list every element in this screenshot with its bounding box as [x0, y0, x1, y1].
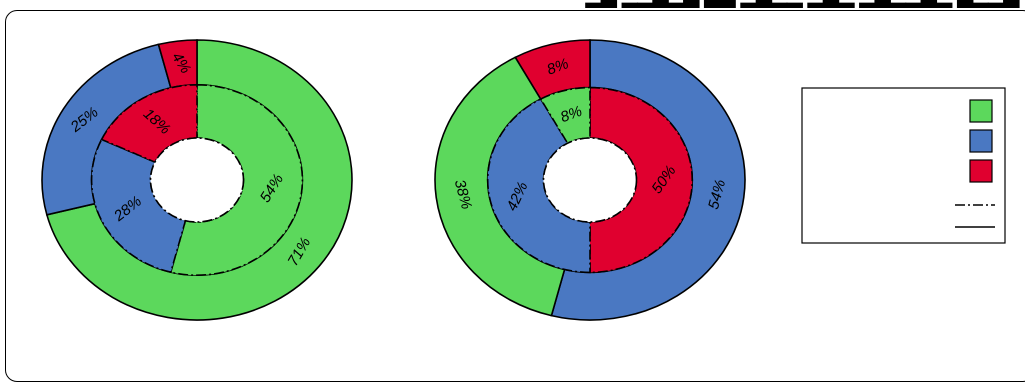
- donut-1-inner-slice-2: [90, 138, 187, 274]
- donut-chart-1: 71%25%4%54%28%18%: [41, 39, 353, 321]
- donut-charts: 71%25%4%54%28%18%54%38%8%50%42%8%: [41, 39, 746, 321]
- donut-2-inner-label-3: 8%: [558, 103, 584, 126]
- donut-2-hole: [542, 137, 638, 223]
- chart-frame: [5, 10, 1025, 382]
- legend-swatch-2: [969, 129, 993, 153]
- legend-swatch-3: [969, 159, 993, 183]
- donut-2-inner-slice-3: [539, 86, 591, 145]
- donut-1-hole: [149, 137, 245, 223]
- legend-swatch-1: [969, 99, 993, 123]
- title-strip: ▂▃ ▂▂▃▂▃ ▃▃ ▂▃▂▂ ▂▃▂ ▂▃▂▂▃▂ ▃▂▂▃: [0, 0, 1025, 8]
- donut-chart-2: 54%38%8%50%42%8%: [434, 39, 746, 321]
- legend: [801, 87, 1006, 244]
- cropped-title: ▂▃ ▂▂▃▂▃ ▃▃ ▂▃▂▂ ▂▃▂ ▂▃▂▂▃▂ ▃▂▂▃: [586, 0, 1019, 8]
- donut-2-inner-slice-2: [486, 97, 591, 274]
- donut-2-outer-label-3: 8%: [545, 55, 571, 78]
